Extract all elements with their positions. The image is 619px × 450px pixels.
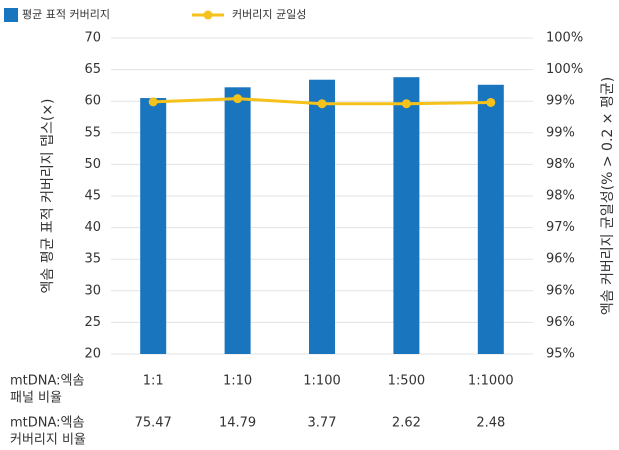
line-point	[401, 99, 411, 109]
legend-swatch	[203, 10, 213, 20]
x-tick-label: 1:100	[303, 374, 340, 389]
coverage-ratio: 2.62	[392, 416, 421, 431]
y-tick-label: 65	[84, 62, 101, 77]
coverage-ratio: 14.79	[219, 416, 256, 431]
bar	[309, 79, 335, 354]
legend-label: 평균 표적 커버리지	[22, 8, 110, 21]
row-label: mtDNA:엑솜	[10, 416, 85, 431]
y2-tick-label: 99%	[546, 94, 575, 109]
bar	[393, 77, 420, 355]
line-point	[317, 99, 327, 109]
x-tick-label: 1:500	[388, 374, 425, 389]
row-label: 패널 비율	[10, 391, 62, 406]
y2-tick-label: 95%	[546, 347, 575, 362]
y2-tick-label: 100%	[546, 31, 583, 46]
bar	[477, 84, 504, 354]
y2-tick-label: 98%	[546, 157, 575, 172]
y-tick-label: 30	[84, 283, 101, 298]
y-tick-label: 20	[84, 347, 101, 362]
y2-axis-title: 엑솜 커버리지 균일성(% > 0.2 × 평균)	[600, 77, 616, 315]
y-tick-label: 50	[84, 157, 101, 172]
row-label: 커버리지 비율	[10, 433, 86, 448]
x-tick-label: 1:10	[223, 374, 252, 389]
y2-tick-label: 96%	[546, 283, 575, 298]
x-tick-label: 1:1000	[468, 374, 514, 389]
y2-tick-label: 100%	[546, 62, 583, 77]
row-label: mtDNA:엑솜	[10, 374, 85, 389]
y2-tick-label: 99%	[546, 125, 575, 140]
bar	[140, 98, 167, 354]
y2-tick-label: 97%	[546, 220, 575, 235]
y-tick-label: 55	[84, 125, 101, 140]
line-point	[148, 97, 158, 107]
x-tick-label: 1:1	[143, 374, 164, 389]
coverage-ratio: 3.77	[308, 416, 337, 431]
y-tick-label: 45	[84, 189, 101, 204]
y-tick-label: 35	[84, 252, 101, 267]
y-tick-label: 40	[84, 220, 101, 235]
coverage-ratio: 75.47	[135, 416, 172, 431]
legend-swatch	[4, 8, 18, 22]
line-point	[233, 94, 243, 104]
legend-label: 커버리지 균일성	[232, 7, 306, 21]
y-tick-label: 60	[84, 94, 101, 109]
y2-tick-label: 96%	[546, 252, 575, 267]
y2-tick-label: 98%	[546, 189, 575, 204]
coverage-ratio: 2.48	[476, 416, 505, 431]
y-axis-title: 엑솜 평균 표적 커버리지 뎁스(×)	[40, 98, 56, 293]
line-point	[486, 97, 496, 107]
y2-tick-label: 96%	[546, 315, 575, 330]
bar	[224, 87, 251, 355]
y-tick-label: 70	[84, 31, 101, 46]
y-tick-label: 25	[84, 315, 101, 330]
